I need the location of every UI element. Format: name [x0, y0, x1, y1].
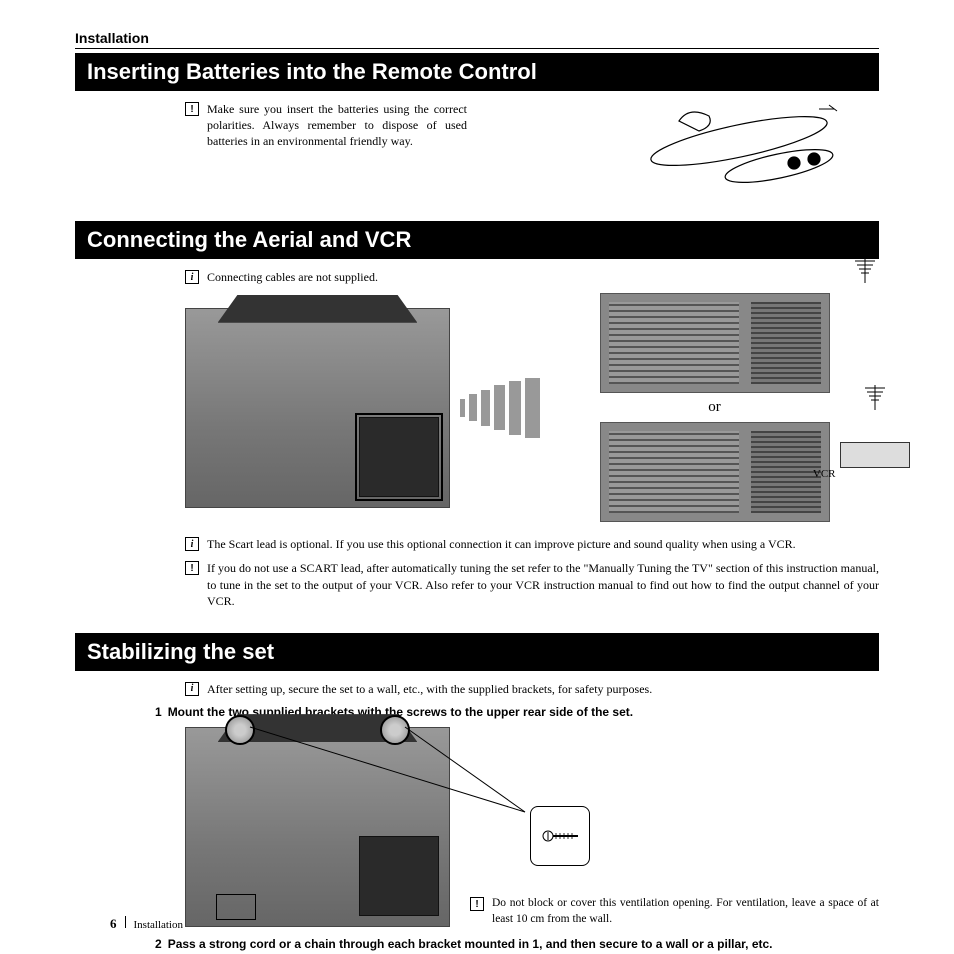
note-no-scart: If you do not use a SCART lead, after au…	[75, 560, 879, 609]
warning-icon	[470, 897, 484, 911]
note-polarities: Make sure you insert the batteries using…	[75, 101, 599, 150]
warning-icon	[185, 561, 199, 575]
section1-body: Make sure you insert the batteries using…	[75, 101, 879, 191]
page-number: 6	[110, 916, 117, 932]
aerial-icon	[860, 380, 890, 410]
info-icon	[185, 537, 199, 551]
remote-battery-illustration	[619, 101, 879, 191]
step-1-number: 1	[155, 705, 162, 719]
connection-options: or VCR	[550, 293, 879, 522]
header-batteries: Inserting Batteries into the Remote Cont…	[75, 53, 879, 91]
bracket-left-icon	[225, 715, 255, 745]
note-stabilizing-intro: After setting up, secure the set to a wa…	[75, 681, 879, 697]
vcr-box-illustration	[840, 442, 910, 468]
note-scart-text: The Scart lead is optional. If you use t…	[207, 536, 796, 552]
info-icon	[185, 682, 199, 696]
zoom-indicator-icon	[460, 378, 540, 438]
bracket-right-icon	[380, 715, 410, 745]
stabilizing-diagram: Do not block or cover this ventilation o…	[75, 727, 879, 927]
vcr-label: VCR	[813, 468, 836, 480]
tv-rear-photo	[185, 308, 450, 508]
screw-illustration	[530, 806, 590, 866]
note-polarities-text: Make sure you insert the batteries using…	[207, 101, 467, 150]
tv-rear-brackets-photo	[185, 727, 450, 927]
connection-panel-vcr	[600, 422, 830, 522]
header-stabilizing: Stabilizing the set	[75, 633, 879, 671]
note-stabilizing-intro-text: After setting up, secure the set to a wa…	[207, 681, 652, 697]
ventilation-note-text: Do not block or cover this ventilation o…	[492, 896, 879, 927]
note-cables: Connecting cables are not supplied.	[75, 269, 879, 285]
header-aerial-vcr: Connecting the Aerial and VCR	[75, 221, 879, 259]
step-1: 1 Mount the two supplied brackets with t…	[75, 705, 879, 719]
step-2-number: 2	[155, 937, 162, 951]
or-label: or	[708, 399, 721, 416]
note-cables-text: Connecting cables are not supplied.	[207, 269, 378, 285]
note-scart: The Scart lead is optional. If you use t…	[75, 536, 879, 552]
page-footer: 6 Installation	[110, 916, 183, 932]
footer-label: Installation	[134, 919, 184, 931]
warning-icon	[185, 102, 199, 116]
connection-panel-aerial	[600, 293, 830, 393]
info-icon	[185, 270, 199, 284]
step-2-text: Pass a strong cord or a chain through ea…	[168, 937, 773, 951]
step-2: 2 Pass a strong cord or a chain through …	[75, 937, 879, 951]
aerial-icon	[850, 253, 880, 283]
connection-diagram: or VCR	[75, 293, 879, 522]
section-label: Installation	[75, 30, 879, 49]
note-no-scart-text: If you do not use a SCART lead, after au…	[207, 560, 879, 609]
